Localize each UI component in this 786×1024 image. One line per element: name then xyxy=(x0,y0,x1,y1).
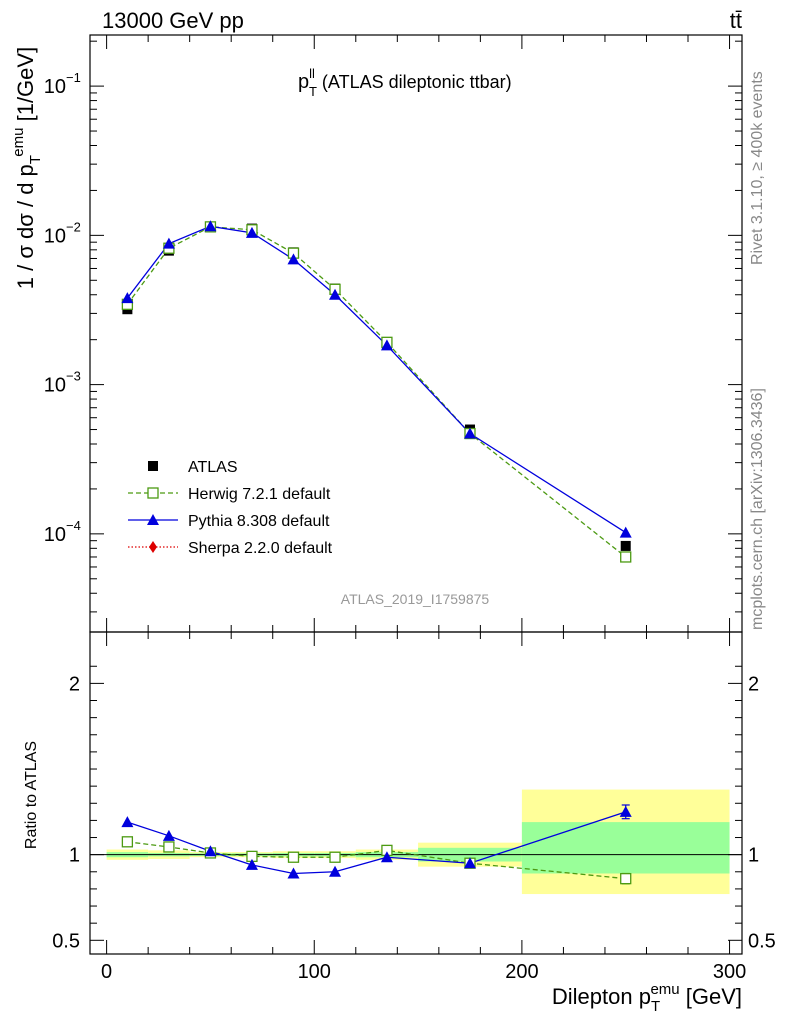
legend-label: Sherpa 2.2.0 default xyxy=(188,540,333,557)
ratio-data-point xyxy=(380,851,393,863)
ratio-data-point xyxy=(620,872,632,885)
ratio-data-point xyxy=(245,858,258,870)
series-line xyxy=(126,226,627,558)
data-point xyxy=(463,427,476,439)
ratio-data-point xyxy=(121,836,134,848)
ratio-data-point xyxy=(287,867,300,879)
ratio-data-point xyxy=(287,851,300,863)
main-title-subscript: T xyxy=(309,84,317,99)
main-panel: 10−110−210−310−4 1 / σ dσ / d pTemu [1/G… xyxy=(10,34,743,633)
ratio-y-tick-label-left: 0.5 xyxy=(52,930,80,952)
ratio-y-tick-label-right: 0.5 xyxy=(748,930,776,952)
main-y-axis-label: 1 / σ dσ / d pTemu [1/GeV] xyxy=(10,47,44,289)
legend-marker xyxy=(148,461,158,471)
ratio-panel: 0.5 0.5 1 1 2 2 0 100 200 300 Ratio to ATLAS Dile… xyxy=(23,631,776,1015)
header-process-label: tt̄ xyxy=(730,8,742,33)
main-y-tick-label: 10 xyxy=(44,375,66,397)
main-title: pll (ATLAS dileptonic ttbar) xyxy=(298,66,512,93)
legend-marker xyxy=(147,514,159,525)
ratio-y-axis-label: Ratio to ATLAS xyxy=(23,741,40,849)
data-point xyxy=(329,288,342,300)
x-tick-label: 300 xyxy=(713,961,746,983)
ratio-data-point xyxy=(204,845,217,857)
rivet-version-label: Rivet 3.1.10, ≥ 400k events xyxy=(749,71,766,265)
data-point xyxy=(620,540,631,551)
data-point xyxy=(121,292,134,304)
analysis-watermark: ATLAS_2019_I1759875 xyxy=(341,591,490,607)
main-y-tick-exponent: −1 xyxy=(66,70,81,85)
header-energy-label: 13000 GeV pp xyxy=(102,8,244,33)
main-y-tick-exponent: −2 xyxy=(66,219,81,234)
legend-marker xyxy=(147,487,159,499)
ratio-data-point xyxy=(329,851,341,863)
x-axis-label: Dilepton pTemu [GeV] xyxy=(552,981,742,1015)
data-point xyxy=(245,226,258,238)
data-point xyxy=(619,526,632,538)
data-point xyxy=(620,551,632,563)
data-point xyxy=(162,237,175,249)
data-point xyxy=(204,220,217,232)
ratio-data-point xyxy=(329,865,342,877)
ratio-data-point xyxy=(463,857,476,869)
ratio-y-tick-label-left: 2 xyxy=(69,673,80,695)
ratio-data-point xyxy=(121,816,134,828)
main-y-tick-label: 10 xyxy=(44,225,66,247)
main-y-tick-exponent: −4 xyxy=(66,518,81,533)
ratio-y-tick-label-right: 2 xyxy=(748,673,759,695)
x-tick-label: 100 xyxy=(298,961,331,983)
ratio-series-line xyxy=(127,841,626,880)
ratio-y-tick-label-left: 1 xyxy=(69,845,80,867)
legend-label: ATLAS xyxy=(188,459,238,476)
ratio-panel-frame xyxy=(89,631,743,955)
ratio-data-point xyxy=(162,829,175,841)
data-point xyxy=(380,339,393,351)
ratio-y-tick-label-right: 1 xyxy=(748,845,759,867)
main-y-tick-exponent: −3 xyxy=(66,369,81,384)
x-tick-label: 200 xyxy=(505,961,538,983)
x-tick-label: 0 xyxy=(101,961,112,983)
legend-label: Pythia 8.308 default xyxy=(188,513,330,530)
main-y-tick-label: 10 xyxy=(44,524,66,546)
ratio-data-point xyxy=(163,841,175,853)
mcplots-label: mcplots.cern.ch [arXiv:1306.3436] xyxy=(749,388,766,630)
legend: ATLAS Herwig 7.2.1 default Pythia 8.308 de… xyxy=(128,459,333,557)
legend-label: Herwig 7.2.1 default xyxy=(188,486,331,503)
main-y-tick-label: 10 xyxy=(44,76,66,98)
ratio-data-point xyxy=(619,805,632,817)
data-point xyxy=(287,253,300,265)
legend-marker xyxy=(149,541,157,553)
stat-uncertainty-band xyxy=(521,822,730,874)
